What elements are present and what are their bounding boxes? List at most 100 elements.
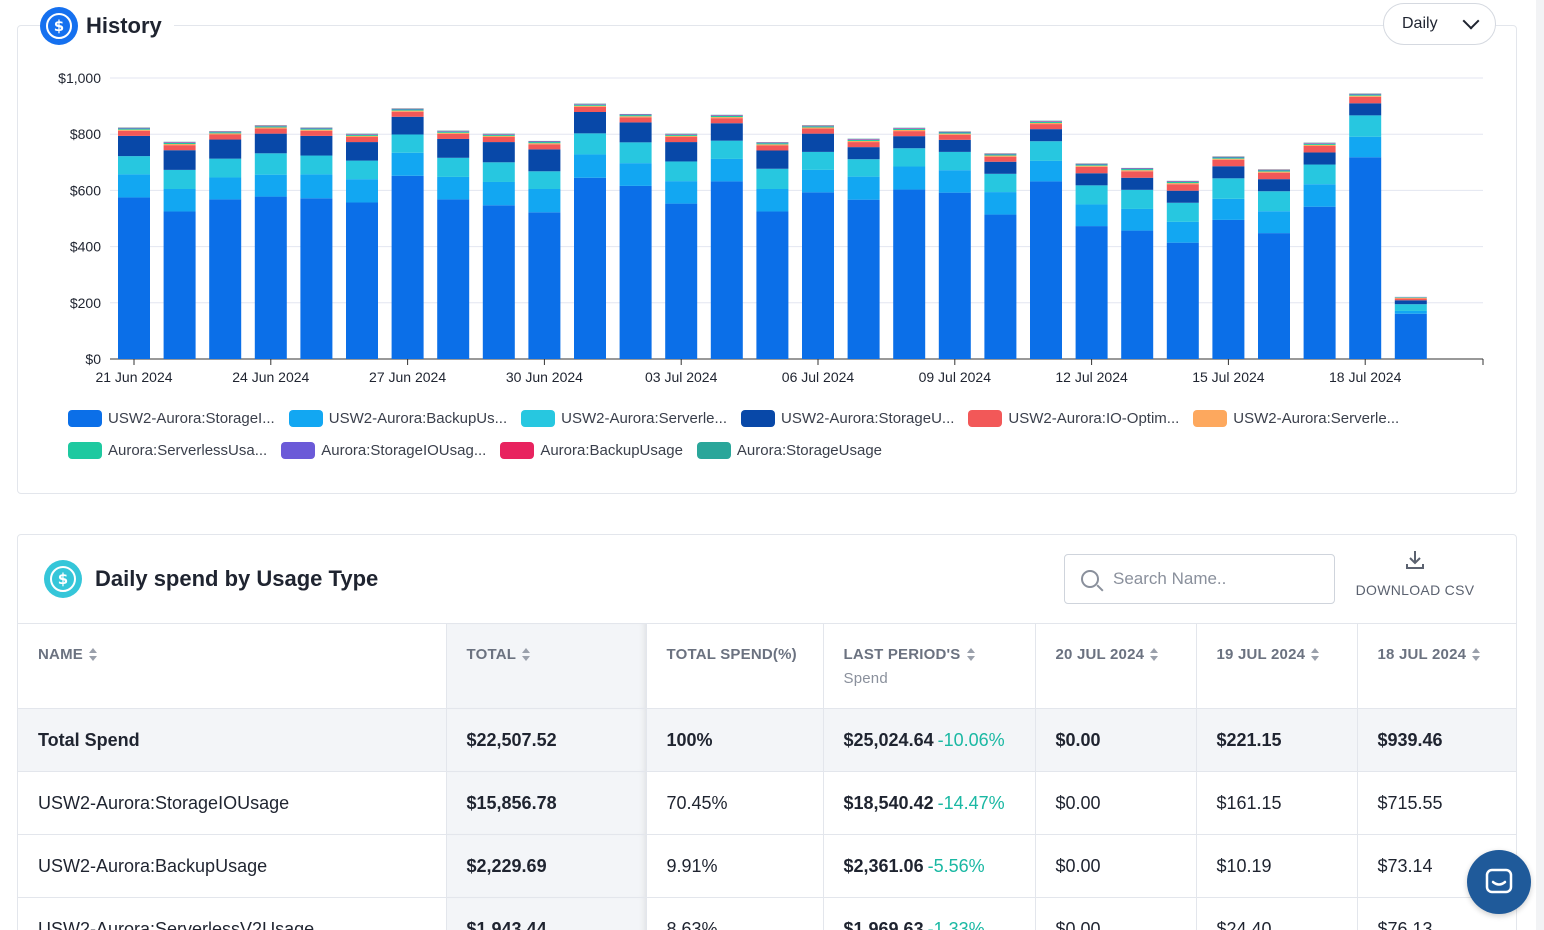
bar-segment [163,145,196,151]
bar-segment [1075,166,1108,174]
x-tick-label: 18 Jul 2024 [1329,369,1402,385]
bar-segment [1030,181,1062,359]
search-box[interactable] [1064,554,1335,604]
bar-segment [847,147,880,160]
cell-date-1: $0.00 [1035,708,1197,772]
sort-icon[interactable] [1150,648,1159,662]
table-row[interactable]: USW2-Aurora:ServerlessV2Usage $1,943.44 … [18,897,1516,930]
bar-segment [710,115,743,118]
bar-segment [574,177,606,359]
legend-item[interactable]: Aurora:BackupUsage [500,441,683,459]
chat-icon [1485,868,1513,894]
bar-segment [710,140,743,159]
legend-item[interactable]: USW2-Aurora:StorageI... [68,409,275,427]
bar-segment [984,156,1017,162]
column-header-date-1[interactable]: 20 JUL 2024 [1035,623,1197,709]
bar-segment [710,117,743,119]
bar-segment [1303,152,1336,165]
bar-segment [847,140,880,143]
bar-segment [574,105,606,107]
column-header-date-3[interactable]: 18 JUL 2024 [1357,623,1516,709]
table-row[interactable]: USW2-Aurora:BackupUsage $2,229.69 9.91% … [18,834,1516,898]
bar-segment [938,131,971,133]
legend-item[interactable]: Aurora:ServerlessUsa... [68,441,267,459]
bar-segment [1349,115,1382,137]
legend-swatch [68,441,102,459]
bar-segment [163,188,196,212]
y-tick-label: $1,000 [58,70,101,86]
bar-segment [665,181,698,204]
legend-item[interactable]: USW2-Aurora:IO-Optim... [968,409,1179,427]
bar-segment [984,153,1017,155]
legend-label: USW2-Aurora:Serverle... [1233,409,1400,427]
bar-segment [346,137,378,143]
table-header-row: NAME TOTAL TOTAL SPEND(%) LAST PERIOD'S S… [18,623,1516,709]
bar-segment [1030,160,1062,182]
bar-segment [209,131,242,133]
bar-segment [1075,165,1108,167]
bar-segment [665,135,698,138]
bar-segment [1394,310,1427,314]
bar-segment [756,150,789,169]
bar-segment [209,177,242,200]
cell-pct: 100% [646,708,824,772]
legend-item[interactable]: Aurora:StorageIOUsag... [281,441,486,459]
page-scrollbar[interactable] [1536,0,1544,930]
search-input[interactable] [1113,569,1313,589]
bar-segment [893,128,926,129]
sort-icon[interactable] [1472,648,1481,662]
bar-segment [1166,242,1199,359]
bar-segment [346,134,378,135]
legend-item[interactable]: USW2-Aurora:Serverle... [1193,409,1400,427]
cell-date-3: $715.55 [1357,771,1516,835]
bar-segment [437,132,470,134]
bar-segment [1212,178,1245,199]
bar-segment [893,129,926,132]
cell-date-2: $10.19 [1196,834,1358,898]
bar-segment [1121,168,1154,170]
legend-item[interactable]: USW2-Aurora:Serverle... [521,409,727,427]
bar-segment [300,128,333,129]
bar-segment [528,188,561,213]
bar-segment [1121,177,1154,190]
bar-segment [1121,189,1154,209]
bar-segment [391,109,424,111]
bar-segment [1349,96,1382,104]
bar-segment [528,149,561,172]
column-header-date-2[interactable]: 19 JUL 2024 [1196,623,1358,709]
column-header-total-spend-pct: TOTAL SPEND(%) [646,623,824,709]
bar-segment [984,192,1017,215]
bar-segment [118,156,150,175]
chat-launcher-button[interactable] [1467,850,1531,914]
usage-type-header: $ Daily spend by Usage Type [44,560,378,598]
table-row[interactable]: USW2-Aurora:StorageIOUsage $15,856.78 70… [18,771,1516,835]
legend-item[interactable]: USW2-Aurora:StorageU... [741,409,954,427]
column-header-subtitle: Spend [843,670,888,687]
column-header-last-period[interactable]: LAST PERIOD'S Spend [823,623,1036,709]
download-csv-button[interactable]: DOWNLOAD CSV [1350,548,1480,608]
cell-name: USW2-Aurora:BackupUsage [18,834,447,898]
bar-segment [346,202,378,359]
column-header-name[interactable]: NAME [18,623,447,709]
bar-segment [1349,94,1382,95]
legend-item[interactable]: USW2-Aurora:BackupUs... [288,409,507,427]
bar-segment [391,111,424,117]
sort-icon[interactable] [522,648,531,662]
bar-segment [1258,172,1290,180]
bar-segment [756,145,789,151]
bar-segment [391,116,424,135]
sort-icon[interactable] [966,648,975,662]
bar-segment [209,132,242,134]
sort-icon[interactable] [88,648,97,662]
bar-segment [710,118,743,124]
x-tick-label: 03 Jul 2024 [645,369,718,385]
bar-segment [665,203,698,359]
bar-segment [163,211,196,359]
legend-item[interactable]: Aurora:StorageUsage [696,441,882,459]
bar-segment [1258,233,1290,359]
bar-segment [1212,159,1245,167]
period-dropdown[interactable]: Daily [1383,3,1496,45]
column-header-total[interactable]: TOTAL [446,623,647,709]
sort-icon[interactable] [1311,648,1320,662]
cell-name: Total Spend [18,708,447,772]
